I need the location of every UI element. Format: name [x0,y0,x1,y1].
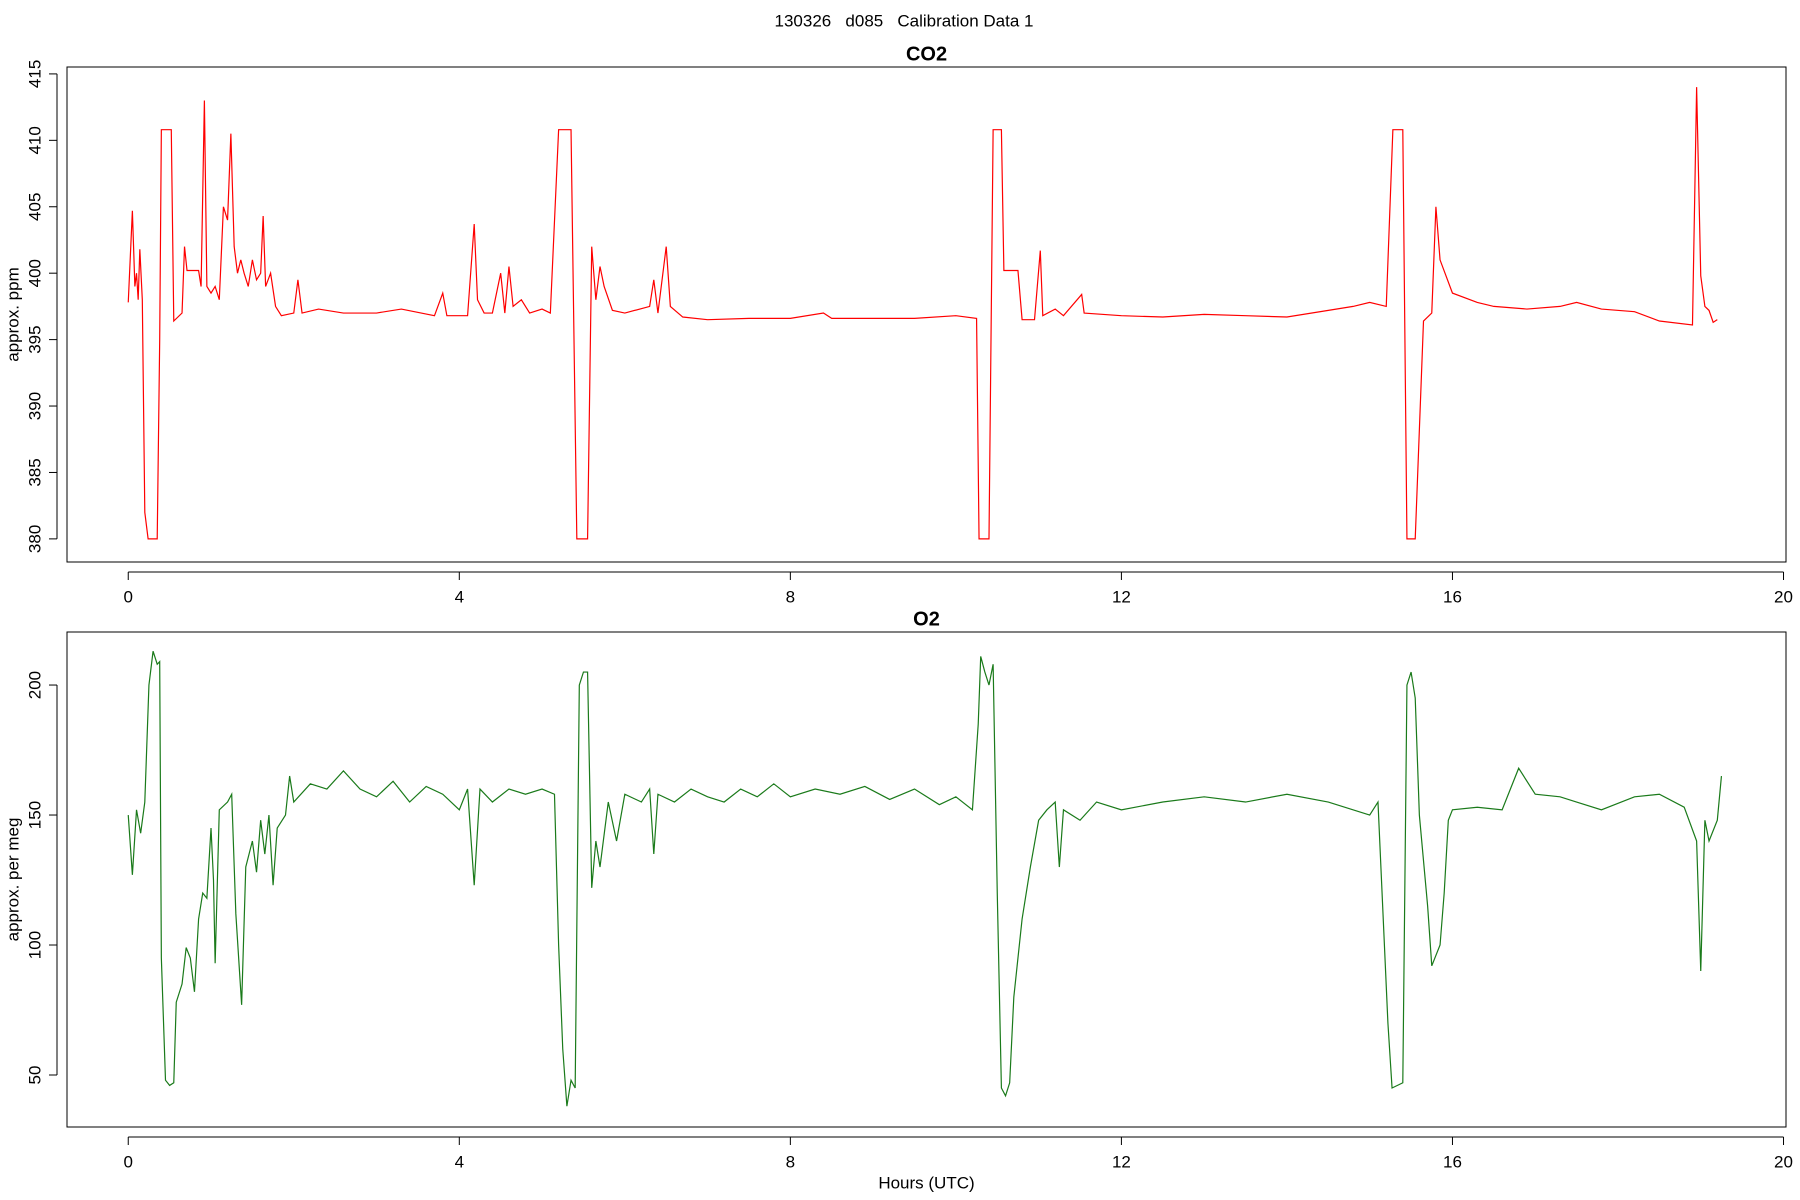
y-tick-label: 380 [25,525,44,553]
y-tick-label: 150 [25,801,44,829]
y-tick-label: 200 [25,671,44,699]
y-tick-label: 395 [25,325,44,353]
y-axis-label: approx. ppm [3,267,22,362]
y-tick-label: 410 [25,126,44,154]
x-tick-label: 0 [124,1152,133,1171]
x-tick-label: 12 [1112,587,1131,606]
y-tick-label: 400 [25,259,44,287]
data-line [127,87,1718,540]
x-tick-label: 0 [124,587,133,606]
y-tick-label: 390 [25,392,44,420]
y-tick-label: 385 [25,458,44,486]
x-tick-label: 8 [786,1152,795,1171]
x-tick-label: 16 [1443,1152,1462,1171]
x-tick-label: 8 [786,587,795,606]
plot-frame [66,66,1787,563]
y-tick-label: 50 [25,1066,44,1085]
x-tick-label: 12 [1112,1152,1131,1171]
data-line [127,651,1723,1107]
y-axis-label: approx. per meg [3,818,22,942]
figure-title: 130326 d085 Calibration Data 1 [775,11,1034,30]
plot-title: O2 [913,608,940,630]
plot-title: CO2 [906,43,947,65]
x-tick-label: 16 [1443,587,1462,606]
x-tick-label: 4 [455,587,464,606]
y-tick-label: 405 [25,193,44,221]
plot-frame [66,631,1787,1128]
x-axis-label: Hours (UTC) [878,1173,974,1192]
x-tick-label: 20 [1774,587,1793,606]
x-tick-label: 4 [455,1152,464,1171]
y-tick-label: 100 [25,931,44,959]
x-tick-label: 20 [1774,1152,1793,1171]
y-tick-label: 415 [25,60,44,88]
